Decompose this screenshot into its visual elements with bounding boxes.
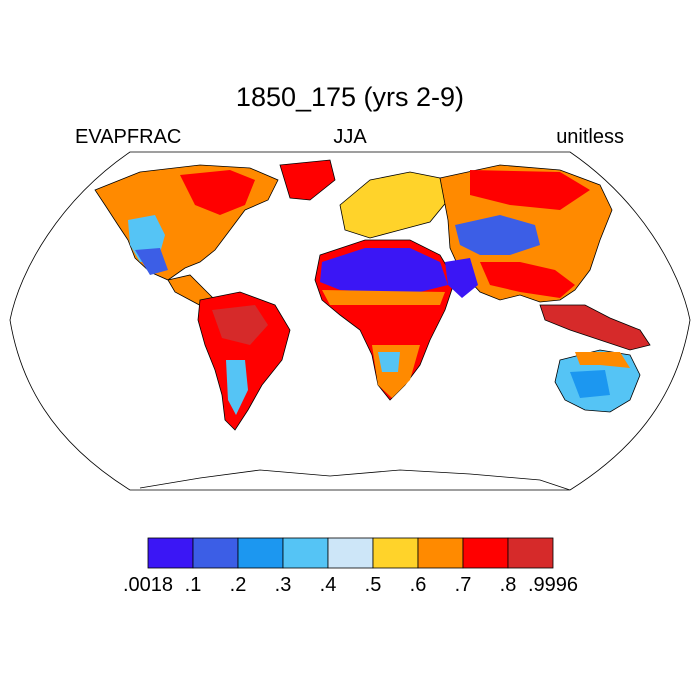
- us-southwest-very-dry: [135, 248, 168, 275]
- colorbar-swatch: [192, 537, 239, 569]
- canada-red-region: [180, 170, 255, 215]
- south-america-dry: [226, 360, 248, 415]
- kalahari: [378, 352, 400, 372]
- plot-title: 1850_175 (yrs 2-9): [235, 82, 465, 112]
- europe-land: [339, 171, 449, 239]
- south-asia-red: [480, 262, 575, 298]
- sahel-orange: [322, 290, 445, 305]
- colorbar-tick-label: .9996: [528, 574, 578, 596]
- sahara: [320, 248, 448, 292]
- colorbar-tick-label: .5: [365, 574, 382, 596]
- colorbar-tick-label: .6: [410, 574, 427, 596]
- australia-interior: [570, 370, 610, 398]
- arabia-dry: [445, 258, 478, 298]
- australia-north-coast: [575, 352, 630, 368]
- colorbar-tick-label: .4: [320, 574, 337, 596]
- colorbar-swatch: [417, 537, 464, 569]
- colorbar-tick-label: .1: [185, 574, 202, 596]
- season-label: JJA: [333, 126, 367, 148]
- amazon-core: [212, 305, 268, 345]
- se-asia-islands: [539, 304, 651, 351]
- colorbar-swatch: [462, 537, 509, 569]
- colorbar: .0018 .1 .2 .3 .4 .5 .6 .7 .8 .9996: [123, 537, 578, 596]
- siberia-red: [470, 170, 590, 210]
- colorbar-swatch: [237, 537, 284, 569]
- central-asia-dry: [455, 215, 540, 255]
- greenland: [279, 159, 336, 201]
- variable-label: EVAPFRAC: [75, 126, 182, 148]
- colorbar-tick-label: .8: [500, 574, 517, 596]
- colorbar-tick-label: .2: [230, 574, 247, 596]
- colorbar-tick-label: .3: [275, 574, 292, 596]
- globe-outline: [9, 151, 691, 491]
- antarctica-outline: [139, 469, 571, 490]
- land-fields: [94, 159, 651, 490]
- colorbar-swatch: [147, 537, 194, 569]
- colorbar-swatch: [282, 537, 329, 569]
- colorbar-swatch: [327, 537, 374, 569]
- colorbar-tick-label: .0018: [123, 574, 173, 596]
- units-label: unitless: [556, 126, 624, 148]
- colorbar-swatch: [507, 537, 554, 569]
- colorbar-tick-label: .7: [455, 574, 472, 596]
- colorbar-swatch: [372, 537, 419, 569]
